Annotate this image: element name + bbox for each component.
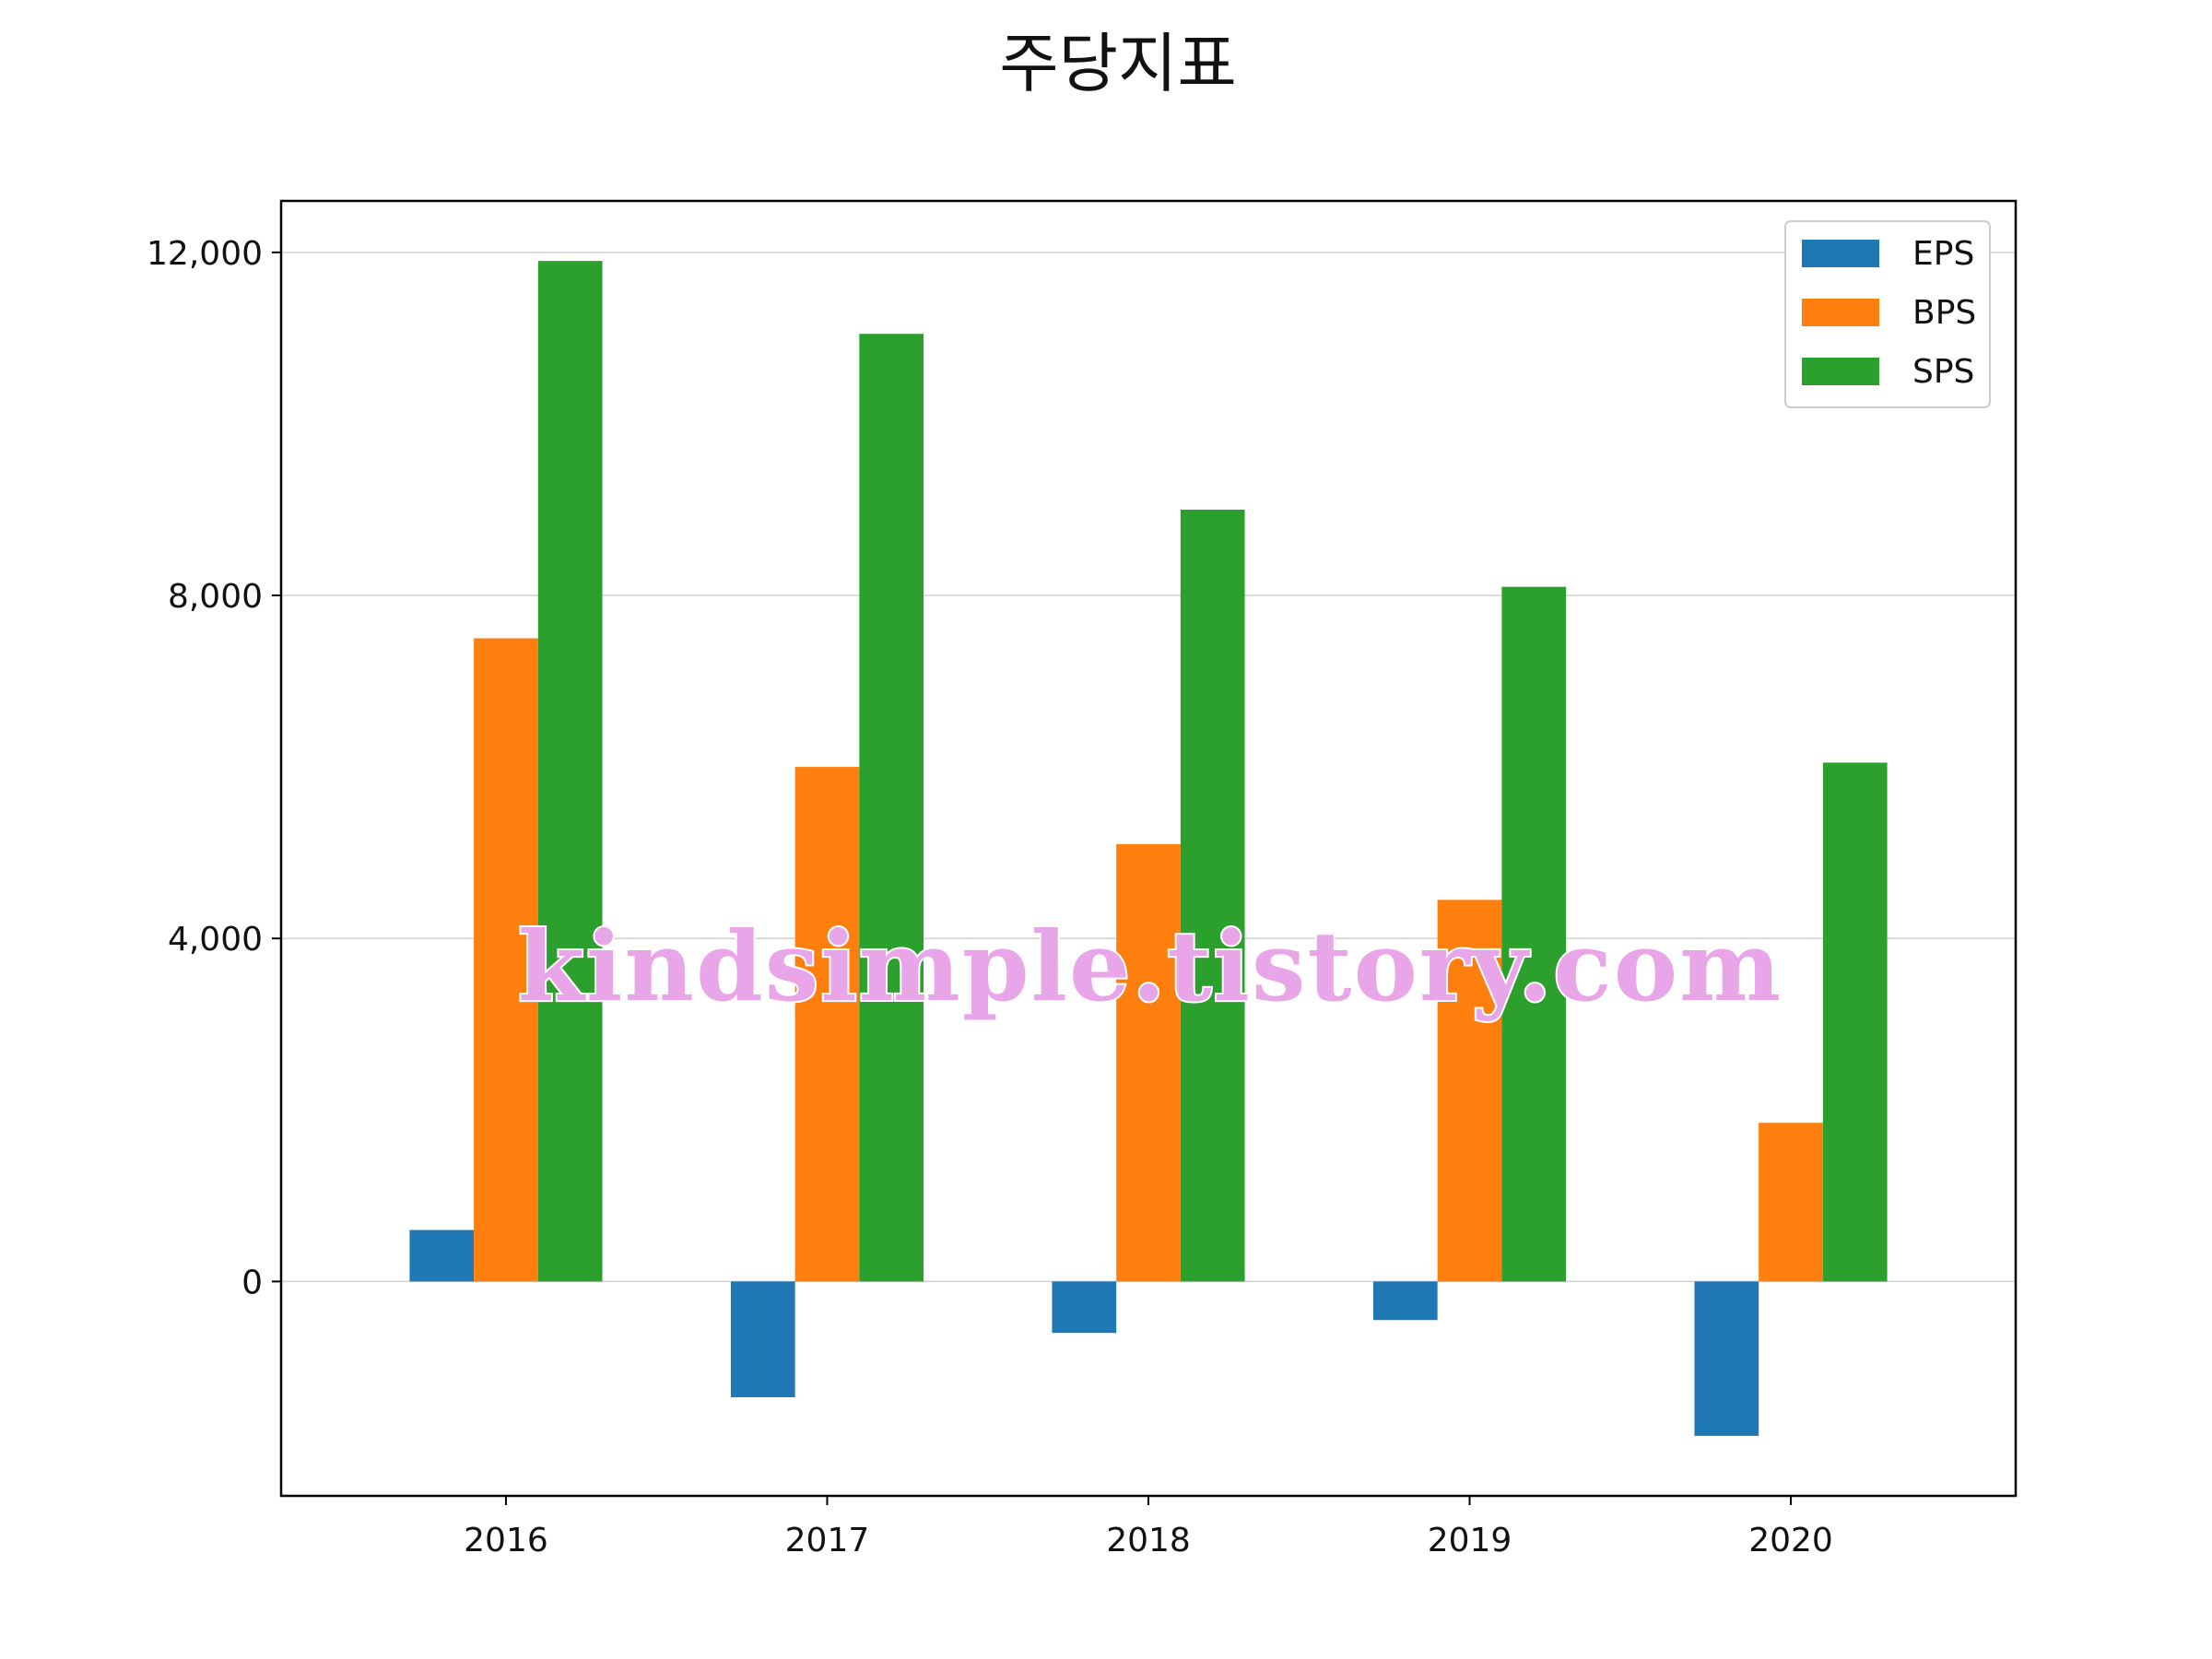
bar-bps-2020 [1759,1123,1823,1282]
bar-sps-2017 [859,334,924,1282]
x-tick-label: 2020 [1748,1522,1833,1559]
x-tick-label: 2019 [1428,1522,1512,1559]
y-axis: 0 4,000 8,000 12,000 [147,235,281,1301]
legend: EPS BPS SPS [1784,220,1991,408]
bar-eps-2017 [730,1281,795,1397]
legend-label-sps: SPS [1912,353,1974,391]
x-axis: 2016 2017 2018 2019 2020 [464,1496,1833,1559]
bar-eps-2019 [1372,1281,1438,1321]
y-tick-label: 0 [241,1264,263,1301]
watermark: kindsimple.tistory.com [518,910,1783,1023]
bar-eps-2018 [1052,1281,1117,1334]
bar-bps-2018 [1116,843,1181,1282]
bar-sps-2019 [1501,586,1567,1282]
legend-swatch-sps [1802,358,1879,385]
x-tick-label: 2017 [785,1522,870,1559]
bar-bps-2019 [1437,900,1502,1282]
bar-sps-2018 [1180,509,1245,1282]
bar-eps-2016 [409,1230,475,1282]
bar-eps-2020 [1694,1281,1759,1436]
bar-bps-2017 [794,767,860,1282]
bars [409,261,1888,1436]
chart-title: 주당지표 [999,26,1237,101]
legend-label-bps: BPS [1912,294,1976,332]
bar-sps-2020 [1822,762,1888,1282]
x-tick-label: 2018 [1106,1522,1191,1559]
y-tick-label: 8,000 [168,578,263,616]
bar-sps-2016 [537,261,603,1282]
x-tick-label: 2016 [464,1522,548,1559]
legend-swatch-bps [1802,299,1879,326]
y-tick-label: 12,000 [147,235,263,273]
legend-label-eps: EPS [1912,235,1974,273]
bar-bps-2016 [474,638,538,1282]
legend-swatch-eps [1802,240,1879,267]
y-tick-label: 4,000 [168,921,263,959]
